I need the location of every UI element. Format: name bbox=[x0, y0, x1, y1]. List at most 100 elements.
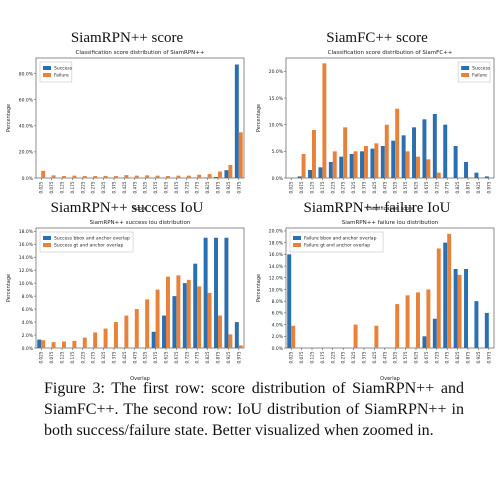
bar-series-2 bbox=[426, 289, 431, 348]
bar-series-1 bbox=[328, 162, 333, 178]
x-tick-label: 0.625 bbox=[164, 181, 169, 193]
legend-swatch bbox=[293, 236, 301, 240]
y-tick-label: 8.0% bbox=[22, 294, 34, 300]
bar-series-2 bbox=[51, 342, 56, 348]
bar-series-2 bbox=[145, 175, 150, 178]
x-tick-label: 0.875 bbox=[466, 181, 471, 193]
y-axis-label: Percentage bbox=[6, 274, 12, 302]
x-tick-label: 0.925 bbox=[226, 351, 231, 363]
x-tick-label: 0.425 bbox=[122, 181, 127, 193]
y-tick-label: 10.0% bbox=[19, 281, 34, 287]
bar-series-2 bbox=[176, 275, 181, 348]
legend-swatch bbox=[293, 243, 301, 247]
x-tick-label: 0.775 bbox=[445, 181, 450, 193]
bar-series-2 bbox=[62, 341, 66, 348]
x-tick-label: 0.025 bbox=[289, 351, 294, 363]
y-tick-label: 2.0% bbox=[22, 333, 34, 339]
y-tick-label: 6.0% bbox=[22, 307, 34, 313]
bar-series-2 bbox=[395, 304, 400, 348]
x-tick-label: 0.825 bbox=[455, 181, 460, 193]
x-tick-label: 0.225 bbox=[80, 181, 85, 193]
y-tick-label: 6.0% bbox=[272, 311, 284, 317]
x-axis-label: Overlap bbox=[130, 376, 150, 382]
x-tick-label: 0.575 bbox=[153, 181, 158, 193]
bar-series-1 bbox=[182, 283, 187, 348]
y-tick-label: 10.0% bbox=[269, 122, 284, 128]
bar-series-1 bbox=[443, 124, 448, 178]
bar-series-1 bbox=[349, 154, 354, 178]
bar-series-1 bbox=[443, 242, 448, 348]
bar-series-1 bbox=[474, 301, 479, 348]
x-tick-label: 0.075 bbox=[299, 181, 304, 193]
x-tick-label: 0.275 bbox=[91, 181, 96, 193]
legend-box bbox=[39, 231, 134, 253]
x-tick-label: 0.925 bbox=[476, 181, 481, 193]
bar-series-2 bbox=[228, 334, 233, 348]
bar-series-2 bbox=[416, 292, 420, 348]
x-axis-label: Score bbox=[133, 206, 147, 212]
legend-label: Success bbox and anchor overlap bbox=[54, 236, 130, 242]
x-tick-label: 0.475 bbox=[132, 351, 137, 363]
x-tick-label: 0.725 bbox=[184, 351, 189, 363]
bar-series-1 bbox=[234, 322, 239, 348]
panel-siamrpn-success-iou: SiamRPN++ success IoU SiamRPN++ success … bbox=[2, 200, 252, 385]
chart-title: Classification score distribution of Sia… bbox=[75, 50, 204, 56]
x-tick-label: 0.575 bbox=[153, 351, 158, 363]
x-tick-label: 0.075 bbox=[49, 351, 54, 363]
x-tick-label: 0.675 bbox=[424, 181, 429, 193]
x-tick-label: 0.575 bbox=[403, 351, 408, 363]
legend-swatch bbox=[43, 66, 51, 70]
y-tick-label: 4.0% bbox=[22, 320, 34, 326]
x-tick-label: 0.425 bbox=[372, 351, 377, 363]
chart-title: SiamRPN++ failure iou distribution bbox=[342, 220, 439, 226]
x-tick-label: 0.125 bbox=[310, 351, 315, 363]
y-tick-label: 0.0% bbox=[272, 176, 284, 182]
bar-series-1 bbox=[380, 146, 385, 178]
legend-swatch bbox=[461, 66, 470, 70]
legend-swatch bbox=[461, 73, 470, 77]
bar-series-2 bbox=[103, 175, 108, 178]
legend-label: Success gt and anchor overlap bbox=[54, 243, 124, 249]
bar-series-2 bbox=[447, 233, 452, 348]
bar-series-2 bbox=[51, 175, 56, 178]
x-tick-label: 0.375 bbox=[362, 351, 367, 363]
legend-label: Failure bbox=[54, 73, 69, 79]
legend-swatch bbox=[43, 73, 51, 77]
bar-series-2 bbox=[426, 159, 431, 178]
bar-series-1 bbox=[162, 315, 166, 348]
bar-series-2 bbox=[416, 156, 420, 178]
bar-series-2 bbox=[155, 175, 160, 178]
bar-series-1 bbox=[484, 176, 489, 178]
bar-series-2 bbox=[155, 289, 160, 348]
x-tick-label: 0.475 bbox=[382, 351, 387, 363]
bar-series-2 bbox=[197, 174, 202, 178]
bar-series-1 bbox=[193, 263, 198, 348]
legend-box bbox=[39, 61, 73, 83]
y-tick-label: 10.0% bbox=[269, 287, 284, 293]
x-tick-label: 0.825 bbox=[205, 181, 210, 193]
x-tick-label: 0.525 bbox=[393, 181, 398, 193]
bar-series-1 bbox=[37, 339, 42, 348]
x-tick-label: 0.125 bbox=[310, 181, 315, 193]
x-tick-label: 0.275 bbox=[341, 181, 346, 193]
x-tick-label: 0.375 bbox=[362, 181, 367, 193]
x-tick-label: 0.225 bbox=[330, 181, 335, 193]
bar-series-2 bbox=[405, 295, 410, 348]
x-tick-label: 0.725 bbox=[434, 351, 439, 363]
bar-series-2 bbox=[364, 146, 368, 178]
bar-series-2 bbox=[72, 340, 77, 348]
x-tick-label: 0.925 bbox=[476, 351, 481, 363]
x-axis-label: Overlap bbox=[380, 376, 400, 382]
x-tick-label: 0.625 bbox=[164, 351, 169, 363]
bar-series-2 bbox=[186, 279, 191, 348]
bar-series-2 bbox=[301, 154, 306, 178]
x-tick-label: 0.625 bbox=[414, 181, 419, 193]
bar-series-2 bbox=[436, 172, 441, 178]
x-tick-label: 0.325 bbox=[101, 351, 106, 363]
figure-caption: Figure 3: The first row: score distribut… bbox=[44, 380, 464, 439]
bar-series-1 bbox=[474, 172, 479, 178]
y-tick-label: 60.0% bbox=[19, 98, 34, 104]
x-tick-label: 0.575 bbox=[403, 181, 408, 193]
bar-series-2 bbox=[197, 286, 202, 348]
